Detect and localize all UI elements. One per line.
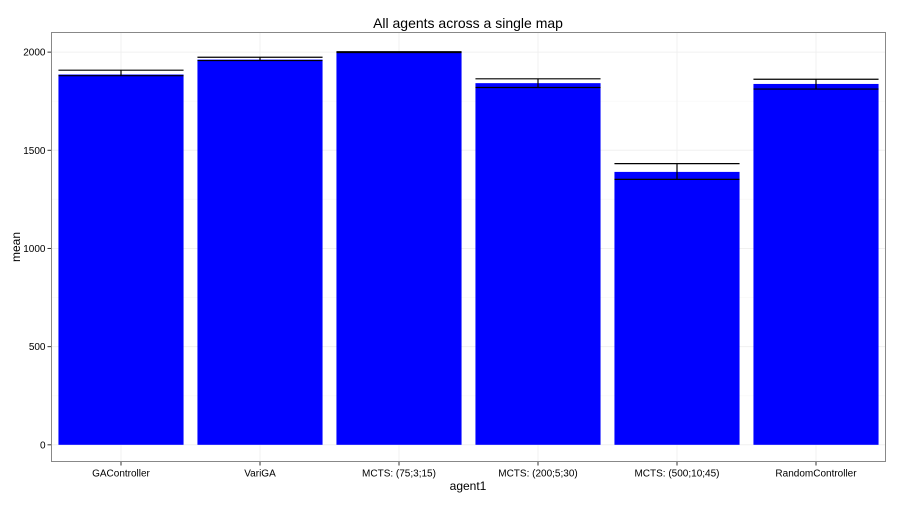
chart-title: All agents across a single map [373, 15, 563, 31]
y-tick-label: 1500 [23, 146, 46, 157]
y-tick-label: 500 [29, 342, 46, 353]
error-bars [58, 51, 879, 180]
x-tick-label: MCTS: (75;3;15) [362, 469, 436, 480]
bar [336, 52, 462, 445]
x-tick-label: VariGA [244, 469, 276, 480]
bar [197, 59, 323, 445]
bars [58, 52, 879, 445]
y-tick-label: 0 [40, 440, 46, 451]
plot-panel-border [51, 32, 886, 462]
axes: 0 500 1000 1500 2000 GAController VariGA MCTS: … [23, 48, 857, 480]
bar [753, 83, 879, 445]
x-tick-label: MCTS: (500;10;45) [634, 469, 719, 480]
bar [614, 171, 740, 445]
x-tick-label: RandomController [775, 469, 857, 480]
bar [475, 83, 601, 445]
y-tick-label: 1000 [23, 244, 46, 255]
y-tick-label: 2000 [23, 48, 46, 59]
y-axis-title: mean [9, 232, 23, 262]
bar [58, 74, 184, 445]
x-tick-label: MCTS: (200;5;30) [498, 469, 577, 480]
x-tick-label: GAController [92, 469, 150, 480]
x-axis-title: agent1 [450, 479, 487, 493]
